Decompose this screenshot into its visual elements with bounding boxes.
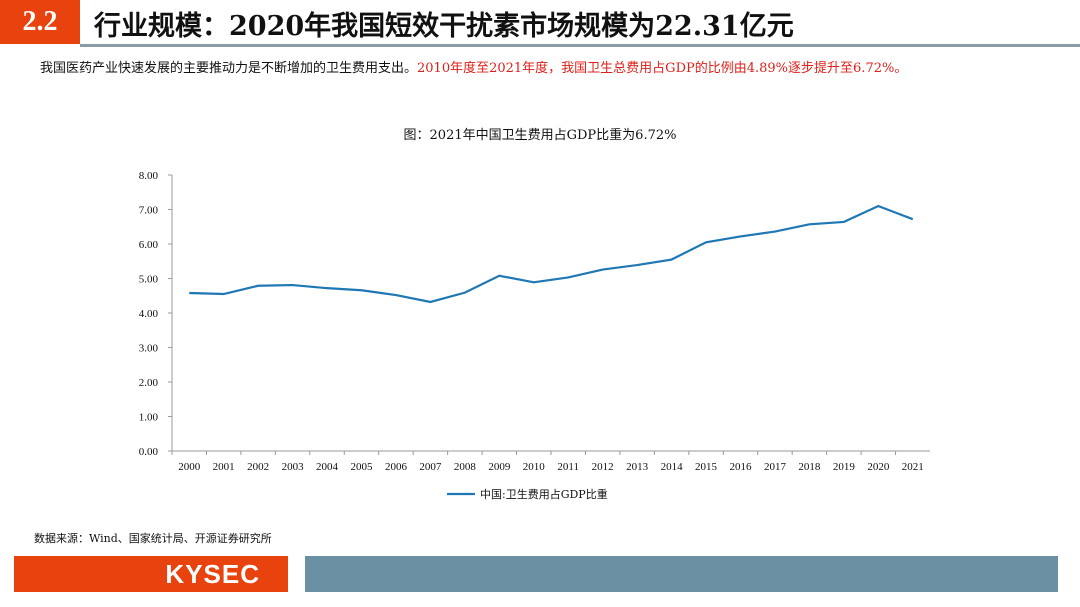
page-title: 行业规模：2020年我国短效干扰素市场规模为22.31亿元 xyxy=(94,11,794,42)
y-tick-label: 7.00 xyxy=(139,205,159,217)
x-tick-label: 2021 xyxy=(902,461,924,473)
x-tick-label: 2010 xyxy=(523,461,546,473)
y-tick-label: 5.00 xyxy=(139,274,159,286)
header-divider xyxy=(80,44,1080,47)
x-tick-label: 2000 xyxy=(178,461,201,473)
intro-text: 我国医药产业快速发展的主要推动力是不断增加的卫生费用支出。2010年度至2021… xyxy=(40,58,1050,80)
x-tick-label: 2019 xyxy=(833,461,856,473)
x-tick-label: 2013 xyxy=(626,461,649,473)
y-tick-label: 3.00 xyxy=(139,343,159,355)
footer-bar xyxy=(305,556,1058,592)
x-tick-label: 2014 xyxy=(661,461,684,473)
section-number: 2.2 xyxy=(0,0,80,44)
x-tick-label: 2011 xyxy=(557,461,579,473)
x-tick-label: 2018 xyxy=(798,461,821,473)
kysec-logo: KYSEC xyxy=(14,556,288,592)
intro-highlight: 2010年度至2021年度，我国卫生总费用占GDP的比例由4.89%逐步提升至6… xyxy=(417,61,908,76)
x-tick-label: 2008 xyxy=(454,461,477,473)
x-tick-label: 2004 xyxy=(316,461,339,473)
x-tick-label: 2016 xyxy=(730,461,753,473)
series-line xyxy=(189,204,914,304)
x-tick-label: 2002 xyxy=(247,461,269,473)
y-tick-label: 4.00 xyxy=(139,308,159,320)
x-tick-label: 2001 xyxy=(213,461,235,473)
x-tick-label: 2012 xyxy=(592,461,614,473)
y-tick-label: 6.00 xyxy=(139,239,159,251)
y-tick-label: 0.00 xyxy=(139,446,159,458)
chart-title: 图：2021年中国卫生费用占GDP比重为6.72% xyxy=(403,128,677,143)
intro-black: 我国医药产业快速发展的主要推动力是不断增加的卫生费用支出。 xyxy=(40,61,418,76)
y-tick-label: 2.00 xyxy=(139,377,159,389)
x-tick-label: 2015 xyxy=(695,461,718,473)
legend-label: 中国:卫生费用占GDP比重 xyxy=(480,487,608,501)
y-tick-label: 1.00 xyxy=(139,412,159,424)
y-tick-label: 8.00 xyxy=(139,170,159,182)
x-tick-label: 2006 xyxy=(385,461,408,473)
x-tick-label: 2003 xyxy=(282,461,305,473)
x-tick-label: 2009 xyxy=(488,461,511,473)
x-tick-label: 2005 xyxy=(351,461,374,473)
data-source: 数据来源：Wind、国家统计局、开源证券研究所 xyxy=(34,532,272,545)
x-tick-label: 2007 xyxy=(419,461,442,473)
x-tick-label: 2017 xyxy=(764,461,787,473)
x-tick-label: 2020 xyxy=(867,461,890,473)
